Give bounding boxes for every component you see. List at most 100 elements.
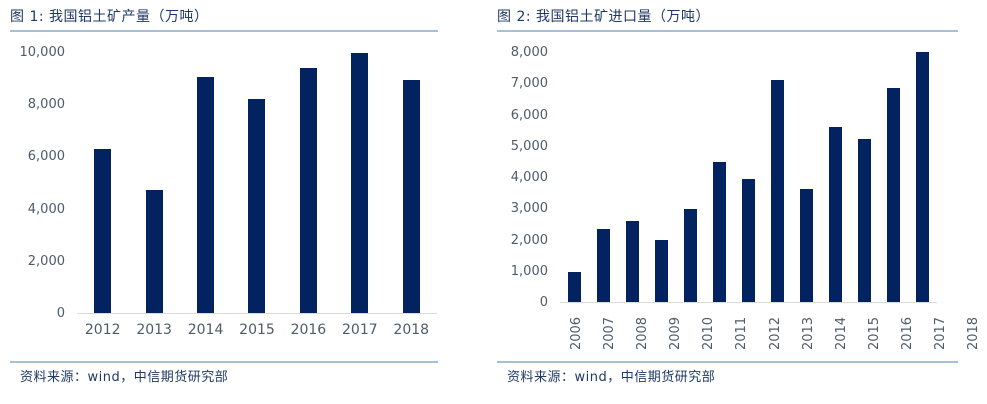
bar <box>351 53 369 313</box>
bar-cell <box>334 53 385 313</box>
x-axis-tick-label: 2009 <box>668 316 684 350</box>
bar <box>829 127 842 302</box>
bar <box>299 68 317 313</box>
y-axis-tick-label: 10,000 <box>19 45 66 60</box>
x-axis-tick-label: 2016 <box>899 316 915 350</box>
bar <box>916 52 929 302</box>
x-axis-tick: 2007 <box>593 307 626 359</box>
bar <box>248 99 266 313</box>
bar <box>568 272 581 302</box>
bar-cell <box>908 52 937 302</box>
x-axis-tick-label: 2008 <box>635 316 651 350</box>
bar-cell <box>589 53 618 302</box>
x-axis-tick: 2014 <box>180 318 231 342</box>
x-axis-tick: 2012 <box>77 318 128 342</box>
x-axis-tick: 2008 <box>626 307 659 359</box>
x-axis-tick: 2018 <box>957 307 987 359</box>
figure-1-footer-rule <box>10 361 438 363</box>
x-axis-tick-label: 2012 <box>84 322 121 338</box>
x-axis-tick-label: 2011 <box>734 316 750 350</box>
plot-area <box>560 52 937 303</box>
figure-2-chart: 0 1,000 2,000 3,000 4,000 5,000 6,000 7,000 8,00… <box>497 0 981 360</box>
bar <box>655 240 668 302</box>
x-axis-tick: 2014 <box>825 307 858 359</box>
bar <box>887 88 900 302</box>
bar-cell <box>734 53 763 302</box>
figure-2-footer-rule <box>497 361 958 363</box>
x-axis-tick: 2010 <box>692 307 725 359</box>
x-axis-tick: 2017 <box>924 307 957 359</box>
y-axis-tick-label: 0 <box>539 295 548 310</box>
y-axis-tick-label: 7,000 <box>510 76 548 92</box>
x-axis-tick-label: 2017 <box>933 316 949 350</box>
bar-cell <box>647 53 676 302</box>
figure-1-title-rule <box>10 30 438 32</box>
figure-2-source: 资料来源：wind，中信期货研究部 <box>507 370 716 385</box>
bar-cell <box>231 53 282 313</box>
bar <box>402 80 420 313</box>
bar-cell <box>618 53 647 302</box>
x-axis-tick-label: 2010 <box>701 316 717 350</box>
x-axis-tick: 2013 <box>792 307 825 359</box>
x-axis-tick-label: 2016 <box>290 322 327 338</box>
figure-2-panel: 图 2: 我国铝土矿进口量（万吨） 0 1,000 2,000 3,000 4,000 5… <box>497 0 981 404</box>
bar-cell <box>705 53 734 302</box>
bar <box>800 189 813 302</box>
x-axis-tick-label: 2006 <box>569 316 585 350</box>
figure-1-panel: 图 1: 我国铝土矿产量（万吨） 0 2,000 4,000 6,000 8,000 10… <box>10 0 438 404</box>
bar <box>626 221 639 302</box>
x-axis-tick: 2013 <box>128 318 179 342</box>
x-axis-tick: 2011 <box>725 307 758 359</box>
figure-1-chart: 0 2,000 4,000 6,000 8,000 10,000 2012 2013 2014 2… <box>10 0 438 360</box>
x-axis-tick: 2009 <box>659 307 692 359</box>
bar-cell <box>128 53 179 313</box>
x-axis-labels: 2006 2007 2008 2009 2010 2011 2012 2013 2014 2015… <box>560 307 981 359</box>
x-axis-tick-label: 2015 <box>866 316 882 350</box>
x-axis-tick-label: 2014 <box>187 322 224 338</box>
bar-cell <box>180 53 231 313</box>
x-axis-tick-label: 2013 <box>800 316 816 350</box>
x-axis-tick-label: 2015 <box>239 322 275 338</box>
y-axis-tick-label: 5,000 <box>510 138 548 154</box>
bar <box>197 77 215 313</box>
bar-cell <box>77 53 128 313</box>
y-axis-tick-label: 1,000 <box>510 263 548 279</box>
bar-cell <box>879 53 908 302</box>
y-axis-tick-label: 4,000 <box>510 170 548 185</box>
x-axis-tick-label: 2014 <box>833 316 849 350</box>
figure-2-title: 图 2: 我国铝土矿进口量（万吨） <box>497 9 711 25</box>
bar-cell <box>821 53 850 302</box>
x-axis-tick: 2012 <box>759 307 792 359</box>
y-axis-tick-label: 2,000 <box>510 232 548 248</box>
y-axis-tick-label: 4,000 <box>27 201 65 217</box>
bar-cell <box>560 53 589 302</box>
y-axis-tick-label: 8,000 <box>510 45 548 60</box>
x-axis-tick-label: 2017 <box>342 322 378 338</box>
bar <box>771 80 784 302</box>
x-axis-tick: 2015 <box>858 307 891 359</box>
y-axis-tick-label: 6,000 <box>510 107 548 123</box>
x-axis-tick: 2018 <box>386 318 437 342</box>
bar-cell <box>386 53 437 313</box>
figure-1-title: 图 1: 我国铝土矿产量（万吨） <box>10 9 209 25</box>
x-axis-tick: 2016 <box>283 318 334 342</box>
bar <box>145 190 163 313</box>
x-axis-tick: 2006 <box>560 307 593 359</box>
bar <box>858 139 871 302</box>
bar <box>94 149 112 313</box>
bar <box>684 209 697 302</box>
figure-2-title-rule <box>497 30 958 32</box>
x-axis-tick-label: 2018 <box>966 316 982 350</box>
bar <box>713 162 726 302</box>
bar <box>742 179 755 302</box>
x-axis-tick: 2017 <box>334 318 385 342</box>
y-axis-tick-label: 0 <box>56 306 65 321</box>
x-axis-tick-label: 2013 <box>136 322 172 338</box>
y-axis-tick-label: 2,000 <box>27 253 65 269</box>
plot-area <box>77 53 437 314</box>
x-axis-tick-label: 2012 <box>767 316 783 350</box>
figure-1-source: 资料来源：wind，中信期货研究部 <box>20 370 229 385</box>
x-axis-tick-label: 2018 <box>393 322 430 338</box>
y-axis-tick-label: 3,000 <box>510 201 548 217</box>
